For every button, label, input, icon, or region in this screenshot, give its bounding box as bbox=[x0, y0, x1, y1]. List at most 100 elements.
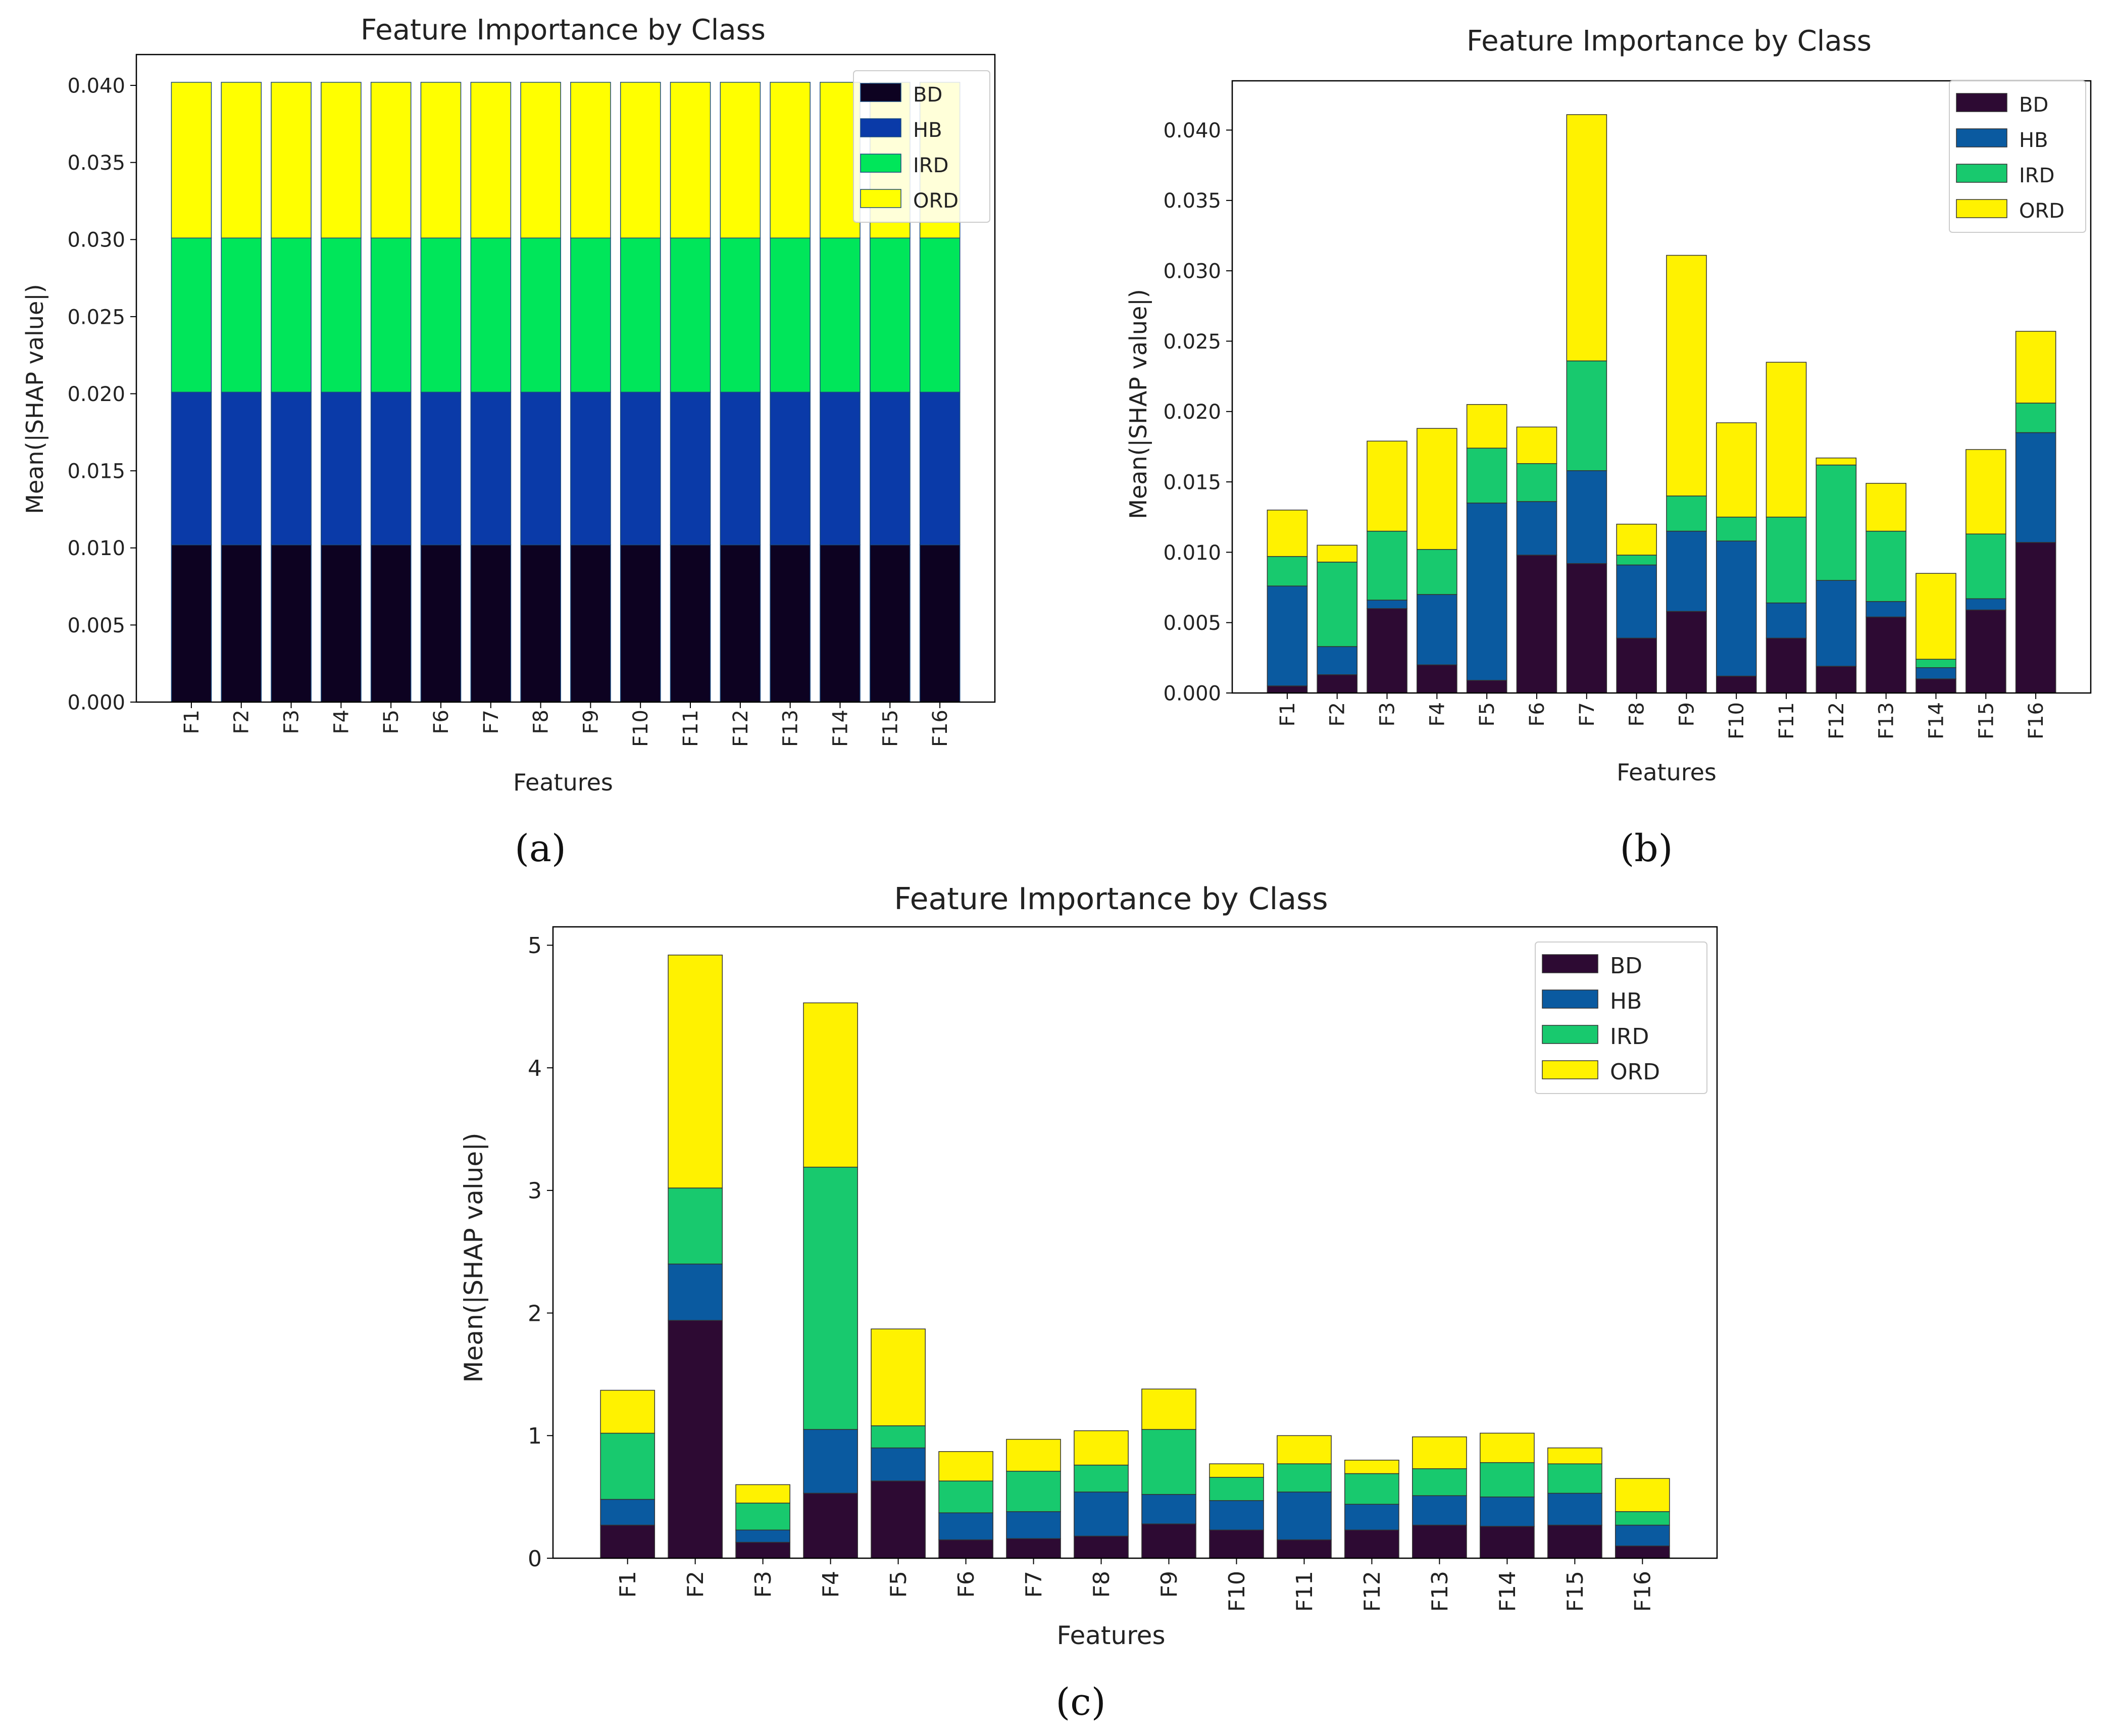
bar-hb-f15 bbox=[1547, 1493, 1602, 1526]
bar-ird-f2 bbox=[668, 1187, 723, 1265]
bar-bd-f10 bbox=[620, 544, 661, 703]
x-tick-label: F5 bbox=[380, 710, 403, 734]
bar-hb-f3 bbox=[735, 1529, 790, 1543]
bar-bd-f9 bbox=[570, 544, 611, 703]
legend-label-ird: IRD bbox=[1610, 1024, 1649, 1050]
x-tick-label: F4 bbox=[1426, 702, 1449, 726]
bar-ird-f6 bbox=[938, 1480, 993, 1513]
bar-ird-f16 bbox=[1615, 1511, 1670, 1526]
bar-ord-f5 bbox=[1466, 404, 1507, 449]
legend-label-bd: BD bbox=[913, 83, 942, 107]
bar-ord-f14 bbox=[1480, 1432, 1535, 1463]
bar-ord-f2 bbox=[668, 955, 723, 1188]
y-tick-label: 0.025 bbox=[67, 306, 125, 329]
bar-ird-f8 bbox=[520, 237, 561, 393]
bar-bd-f3 bbox=[735, 1542, 790, 1559]
bar-bd-f1 bbox=[1267, 685, 1308, 693]
chart-title-c: Feature Importance by Class bbox=[894, 881, 1328, 917]
legend-swatch-ord bbox=[860, 189, 901, 208]
legend-swatch-ord bbox=[1956, 199, 2007, 218]
x-tick-label: F4 bbox=[818, 1571, 844, 1598]
bar-ird-f7 bbox=[1006, 1470, 1061, 1512]
bar-hb-f8 bbox=[1616, 564, 1657, 639]
legend-swatch-ird bbox=[860, 154, 901, 173]
x-tick-label: F13 bbox=[1875, 702, 1898, 739]
bar-hb-f9 bbox=[1141, 1494, 1196, 1524]
y-tick-label: 3 bbox=[528, 1178, 542, 1204]
bar-bd-f16 bbox=[919, 544, 961, 703]
bar-ord-f6 bbox=[938, 1451, 993, 1481]
bar-bd-f7 bbox=[470, 544, 512, 703]
bar-ird-f12 bbox=[1344, 1473, 1399, 1505]
y-tick-label: 0.030 bbox=[1163, 260, 1221, 283]
x-tick-label: F15 bbox=[1563, 1571, 1588, 1612]
chart-panel-b: Feature Importance by Class F1 F2 F3 F4 F5 F6… bbox=[1125, 25, 2092, 870]
bar-ord-f2 bbox=[221, 82, 262, 238]
bar-hb-f11 bbox=[1766, 602, 1807, 639]
chart-panel-c: Feature Importance by Class F1 F2 F3 F4 F5 F6… bbox=[459, 881, 1718, 1724]
x-tick-label: F5 bbox=[1476, 702, 1499, 726]
bar-bd-f11 bbox=[1277, 1539, 1332, 1559]
x-tick-label: F9 bbox=[1675, 702, 1698, 726]
bar-bd-f2 bbox=[668, 1320, 723, 1559]
y-tick-label: 0.030 bbox=[67, 229, 125, 252]
x-tick-label: F15 bbox=[1975, 702, 1998, 739]
bar-ord-f5 bbox=[871, 1328, 926, 1426]
plot-area-b: F1 F2 F3 F4 F5 F6 F7 F8 F9 F10 F11 F12 F13 F14 F15 F16 0… bbox=[1163, 80, 2092, 739]
bar-ird-f5 bbox=[1466, 448, 1507, 504]
legend-label-bd: BD bbox=[1610, 953, 1642, 979]
chart-panel-a: Feature Importance by Class F1 F2 F3 F4 F5 F6… bbox=[21, 14, 996, 870]
bar-ord-f1 bbox=[171, 82, 212, 238]
bar-hb-f2 bbox=[1317, 646, 1358, 675]
bar-ird-f11 bbox=[1766, 516, 1807, 604]
x-tick-label: F14 bbox=[1925, 702, 1948, 739]
y-tick-label: 0.015 bbox=[67, 460, 125, 483]
bar-hb-f7 bbox=[470, 391, 512, 545]
bar-hb-f3 bbox=[1367, 600, 1407, 609]
x-tick-label: F11 bbox=[679, 710, 702, 747]
x-tick-label: F12 bbox=[1359, 1571, 1385, 1612]
x-tick-label: F10 bbox=[629, 710, 652, 747]
legend-swatch-hb bbox=[1542, 989, 1598, 1009]
legend-label-ird: IRD bbox=[913, 154, 948, 177]
legend-box bbox=[1949, 80, 2086, 233]
panel-caption-a: (a) bbox=[515, 827, 566, 870]
bar-bd-f1 bbox=[600, 1524, 656, 1559]
x-tick-label: F10 bbox=[1725, 702, 1748, 739]
x-tick-label: F8 bbox=[530, 710, 553, 734]
y-tick-label: 0.025 bbox=[1163, 330, 1221, 354]
bar-hb-f8 bbox=[520, 391, 561, 545]
bar-bd-f7 bbox=[1566, 563, 1607, 693]
x-tick-label: F7 bbox=[1576, 702, 1599, 726]
bar-ord-f14 bbox=[1916, 573, 1956, 660]
bar-hb-f9 bbox=[570, 391, 611, 545]
x-tick-label: F3 bbox=[750, 1571, 776, 1598]
bar-hb-f10 bbox=[1209, 1500, 1264, 1530]
bar-ird-f12 bbox=[1816, 464, 1857, 581]
y-axis-label-b: Mean(|SHAP value|) bbox=[1125, 289, 1152, 519]
bar-hb-f12 bbox=[1816, 580, 1857, 667]
bar-ord-f7 bbox=[470, 82, 512, 238]
bar-ird-f14 bbox=[820, 237, 861, 393]
legend-label-ord: ORD bbox=[913, 189, 959, 213]
bar-ird-f13 bbox=[1412, 1468, 1467, 1496]
bar-ord-f3 bbox=[1367, 440, 1407, 532]
legend-swatch-hb bbox=[860, 118, 901, 137]
panel-caption-b: (b) bbox=[1620, 827, 1673, 870]
axes-frame bbox=[552, 926, 1718, 1559]
bar-hb-f6 bbox=[1516, 501, 1557, 556]
legend-label-ird: IRD bbox=[2019, 164, 2054, 187]
x-tick-label: F11 bbox=[1775, 702, 1798, 739]
bar-hb-f12 bbox=[720, 391, 761, 545]
bar-bd-f14 bbox=[1916, 678, 1956, 693]
bar-bd-f13 bbox=[1412, 1524, 1467, 1559]
bar-ird-f4 bbox=[1417, 549, 1457, 595]
bar-ird-f7 bbox=[470, 237, 512, 393]
legend-swatch-bd bbox=[1542, 954, 1598, 973]
legend-label-ord: ORD bbox=[1610, 1059, 1660, 1085]
bar-hb-f1 bbox=[1267, 585, 1308, 686]
x-tick-label: F4 bbox=[330, 710, 353, 734]
bar-ord-f7 bbox=[1006, 1439, 1061, 1472]
bar-ord-f3 bbox=[735, 1484, 790, 1504]
